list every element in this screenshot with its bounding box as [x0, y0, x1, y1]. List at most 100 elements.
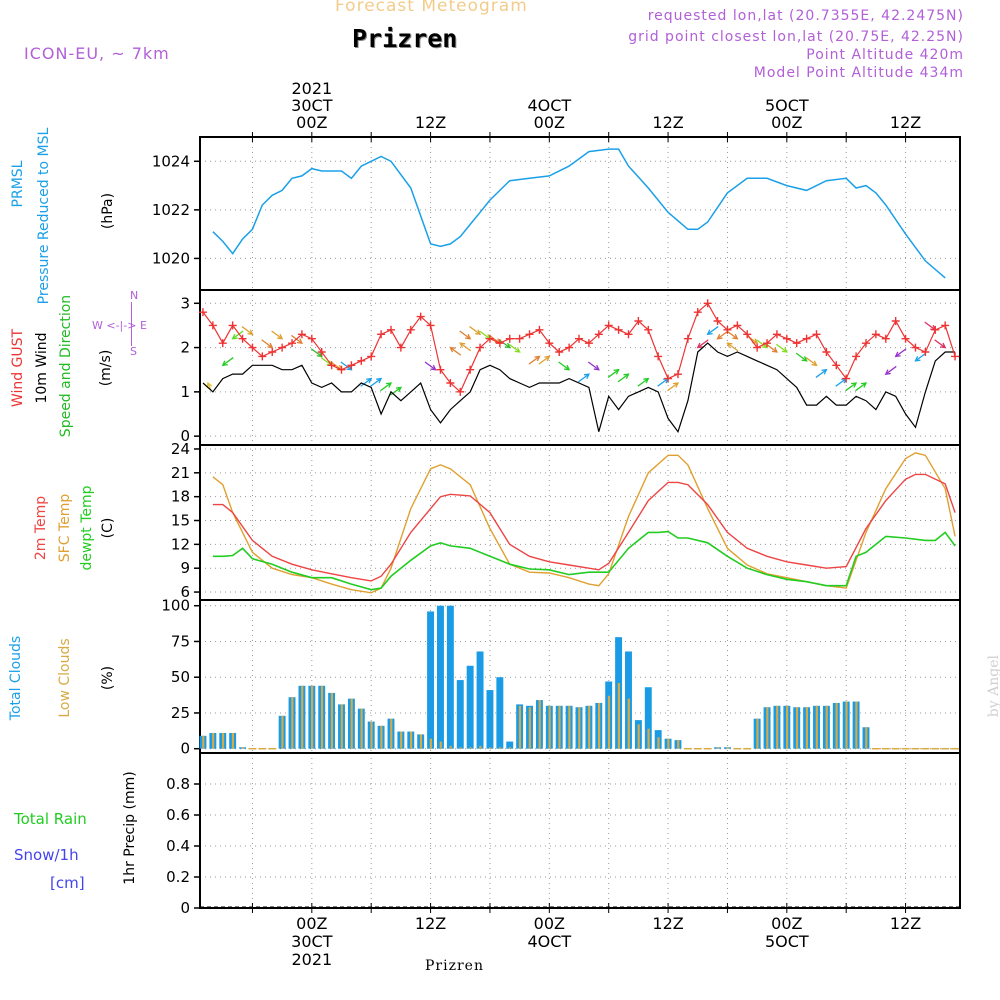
- gust-marker: [891, 317, 900, 325]
- low-cloud-bar: [241, 747, 244, 749]
- gust-marker: [337, 365, 346, 374]
- wind-arrow: [667, 382, 679, 392]
- gust-marker: [654, 352, 663, 361]
- wind-arrow-head: [504, 342, 511, 349]
- panel-frame: [199, 289, 961, 446]
- gust-marker: [476, 343, 485, 352]
- low-cloud-bar: [756, 718, 759, 749]
- low-cloud-bar: [469, 747, 472, 749]
- gust-marker: [812, 330, 821, 339]
- y-tick-label: 0: [180, 427, 190, 445]
- time-label-bottom: 5OCT: [765, 932, 809, 951]
- low-cloud-bar: [825, 705, 828, 749]
- gust-marker: [703, 299, 712, 308]
- low-cloud-bar: [538, 700, 541, 749]
- wind-arrow-head: [613, 368, 620, 375]
- prmsl-line: [212, 148, 946, 279]
- gust-marker: [693, 308, 702, 317]
- model-label: ICON-EU, ~ 7km: [24, 44, 170, 63]
- time-label-bottom: 12Z: [415, 914, 446, 933]
- wind-arrow-head: [430, 364, 437, 371]
- time-label-bottom: 12Z: [652, 914, 683, 933]
- gust-marker: [347, 361, 356, 370]
- low-cloud-bar: [390, 718, 393, 749]
- gust-marker: [634, 317, 643, 325]
- gust-marker: [604, 321, 613, 330]
- wind-arrow: [271, 330, 283, 340]
- requested-coords: requested lon,lat (20.7355E, 42.2475N): [647, 8, 964, 24]
- gust-marker: [673, 370, 682, 379]
- time-label-bottom: 2021: [291, 950, 332, 969]
- gust-marker: [772, 330, 781, 339]
- wind-arrow-head: [346, 364, 353, 371]
- low-cloud-bar: [281, 715, 284, 749]
- low-cloud-bar: [320, 685, 324, 749]
- wind-arrow-head: [296, 338, 304, 344]
- gust-marker: [357, 356, 366, 365]
- gust-marker: [396, 343, 405, 352]
- gust-marker: [228, 321, 237, 330]
- gust-marker: [713, 317, 722, 325]
- time-label-top: 00Z: [296, 113, 327, 132]
- low-cloud-bar: [340, 704, 343, 749]
- gust-marker: [198, 308, 207, 317]
- low-cloud-bar: [548, 705, 551, 749]
- low-cloud-bar: [598, 702, 601, 749]
- low-cloud-bar: [835, 702, 838, 749]
- time-label-top: 00Z: [771, 113, 802, 132]
- compass-n: N: [130, 289, 139, 302]
- wind-arrow-head: [366, 377, 373, 384]
- wind-arrow-head: [643, 377, 650, 384]
- low-cloud-bar: [647, 728, 650, 749]
- wind-arrow-head: [851, 382, 858, 388]
- wind-arrow: [815, 369, 827, 378]
- time-label-top: 2021: [291, 79, 332, 98]
- gust-marker: [723, 325, 732, 334]
- gust-marker: [377, 330, 386, 339]
- wind-arrow-head: [564, 364, 571, 371]
- y-tick-label: 0.6: [166, 806, 190, 824]
- gust-marker: [436, 365, 445, 374]
- wind-arrow: [915, 352, 927, 362]
- low-cloud-bar: [637, 724, 640, 749]
- time-label-bottom: 00Z: [771, 914, 802, 933]
- gust-marker: [861, 339, 870, 348]
- wind-arrow: [340, 361, 352, 371]
- time-label-top: 30CT: [291, 96, 333, 115]
- wind-arrow-head: [395, 386, 402, 393]
- time-label-bottom: 4OCT: [527, 932, 571, 951]
- wind-arrow-head: [914, 356, 921, 362]
- wind-arrow-head: [940, 342, 947, 349]
- wind-arrow: [459, 330, 471, 340]
- wind-arrow-head: [221, 360, 228, 367]
- wind-arrow: [895, 348, 907, 357]
- total-cloud-bar: [506, 741, 514, 749]
- gust-marker: [931, 325, 940, 334]
- low-cloud-bar: [231, 732, 235, 749]
- wind-arrow: [587, 361, 600, 371]
- footer-city: Prizren: [425, 958, 484, 974]
- gust-marker: [288, 339, 297, 348]
- total-cloud-bar: [466, 665, 474, 749]
- wind-arrow: [855, 382, 867, 392]
- label-snow: Snow/1h: [14, 846, 79, 864]
- gust-marker: [386, 325, 395, 334]
- gust-marker: [258, 352, 267, 361]
- wind-arrow: [617, 373, 629, 383]
- wind-arrow-head: [811, 360, 818, 367]
- wind-arrow-head: [475, 329, 482, 336]
- wind-arrow-head: [459, 342, 466, 348]
- low-cloud-bar: [508, 747, 512, 749]
- wind-arrow-head: [247, 329, 254, 336]
- time-label-bottom: 00Z: [296, 914, 327, 933]
- y-tick-label: 25: [171, 704, 190, 722]
- gust-marker: [485, 334, 494, 343]
- low-cloud-bar: [607, 695, 611, 749]
- wind-arrow-head: [316, 351, 323, 358]
- y-tick-label: 0.8: [166, 775, 190, 793]
- low-cloud-bar: [330, 692, 333, 749]
- gust-marker: [664, 374, 673, 383]
- wind-arrow-head: [465, 333, 472, 340]
- wind-arrow: [727, 342, 739, 352]
- compass-we: W <-|-> E: [92, 319, 147, 332]
